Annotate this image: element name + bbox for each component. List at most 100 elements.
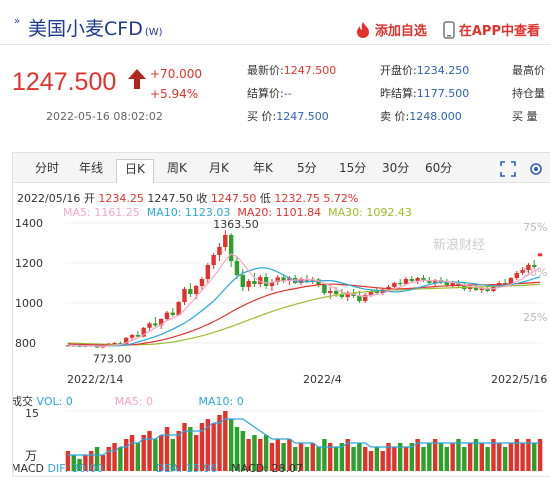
volume-bar [304,447,310,471]
macd-legend: MACD DIF: 30.00 DEA: 15.96 MACD: 28.07 [12,462,303,475]
chart-panel: 分时 年线 日K 周K 月K 年K 5分 15分 30分 60分 2022/05… [12,152,550,477]
tab-intraday[interactable]: 分时 [35,161,60,175]
volume-bar [252,435,257,471]
candle-body [147,323,152,328]
volume-bar [199,423,205,471]
volume-bar [147,431,152,471]
ma10-line [67,267,541,347]
ma30-line [67,283,541,346]
candle-body [258,277,263,284]
volume-bar [479,443,484,471]
candle-body [322,285,327,293]
candle-body [421,278,426,281]
candle-body [240,275,245,287]
candle-body [281,277,286,281]
candle-body [234,261,240,275]
y-tick-label: 1000 [15,297,43,310]
volume-bar [234,427,240,471]
volume-bar [380,451,385,471]
candle-body [124,337,129,345]
trough-label: 773.00 [93,352,132,365]
volume-bar [415,439,420,471]
title-marker-icon: » [14,16,20,27]
fullscreen-icon[interactable] [500,161,516,177]
volume-bar [240,431,245,471]
volume-bar [281,443,286,471]
candle-body [193,286,199,294]
settle-price-row: 结算价:-- [247,87,292,100]
candle-body [217,247,222,255]
volume-bar [351,447,356,471]
candle-body [228,235,234,261]
volume-bar [246,439,251,471]
y-tick-label: 1400 [15,219,43,230]
candle-body [403,279,409,284]
volume-bar [188,427,193,471]
candle-body [485,288,490,291]
add-watchlist-button[interactable]: 添加自选 [355,20,427,39]
open-price-row: 开盘价:1234.250 [380,64,470,77]
candle-body [118,343,123,345]
settings-icon[interactable] [528,161,544,177]
volume-bar [333,447,339,471]
candle-body [502,283,508,284]
candle-body [526,265,531,270]
candle-body [467,287,473,289]
tab-weekly-k[interactable]: 周K [167,161,187,175]
volume-unit: 万 [25,449,38,463]
tab-15min[interactable]: 15分 [339,161,367,175]
candle-body [158,319,164,326]
volume-bar [532,443,537,471]
volume-bar [141,435,146,471]
candle-body [328,291,333,293]
candle-body [456,283,461,286]
candle-body [397,283,403,284]
volume-bar [193,435,199,471]
candle-body [479,288,484,290]
x-tick-label: 2022/4 [303,373,342,386]
candle-body [129,335,135,338]
page-title: 美国小麦CFD (W) [28,18,163,40]
volume-bar [386,443,391,471]
y-right-tick-label: 75% [523,221,547,234]
candle-body [77,345,82,347]
volume-bar [345,439,350,471]
tab-year-line[interactable]: 年线 [79,161,104,175]
volume-bar [339,443,345,471]
view-in-app-button[interactable]: 在APP中查看 [443,20,540,39]
volume-bar [118,447,123,471]
volume-bar [432,439,438,471]
candle-body [170,312,176,315]
volume-bar [77,459,82,471]
volume-bar [153,439,158,471]
tab-daily-k[interactable]: 日K [116,159,154,183]
candle-body [427,280,432,283]
candle-body [450,283,455,285]
candle-body [345,292,350,297]
tab-60min[interactable]: 60分 [425,161,453,175]
volume-bar [374,447,380,471]
tab-30min[interactable]: 30分 [382,161,410,175]
y-tick-label: 800 [15,337,36,350]
volume-bar [176,431,181,471]
tab-monthly-k[interactable]: 月K [209,161,229,175]
volume-bar [112,443,117,471]
candle-body [357,296,362,301]
kline-chart[interactable]: 新浪财经 14001200100080075%50%25%1363.50773.… [13,219,550,477]
last-price: 1247.500 [12,68,117,96]
volume-bar [287,439,292,471]
candle-body [537,253,543,257]
volume-bar [164,427,170,471]
tab-yearly-k[interactable]: 年K [253,161,273,175]
volume-bar [217,415,222,471]
y-tick-label: 1200 [15,257,43,270]
candle-body [392,283,397,287]
volume-bar [89,451,94,471]
candle-body [532,265,537,267]
volume-bar [275,439,280,471]
tab-5min[interactable]: 5分 [297,161,317,175]
volume-bar [223,411,228,471]
quote-time: 2022-05-16 08:02:02 [46,110,163,123]
volume-top-tick: 15 [25,407,39,420]
volume-bar [462,447,467,471]
